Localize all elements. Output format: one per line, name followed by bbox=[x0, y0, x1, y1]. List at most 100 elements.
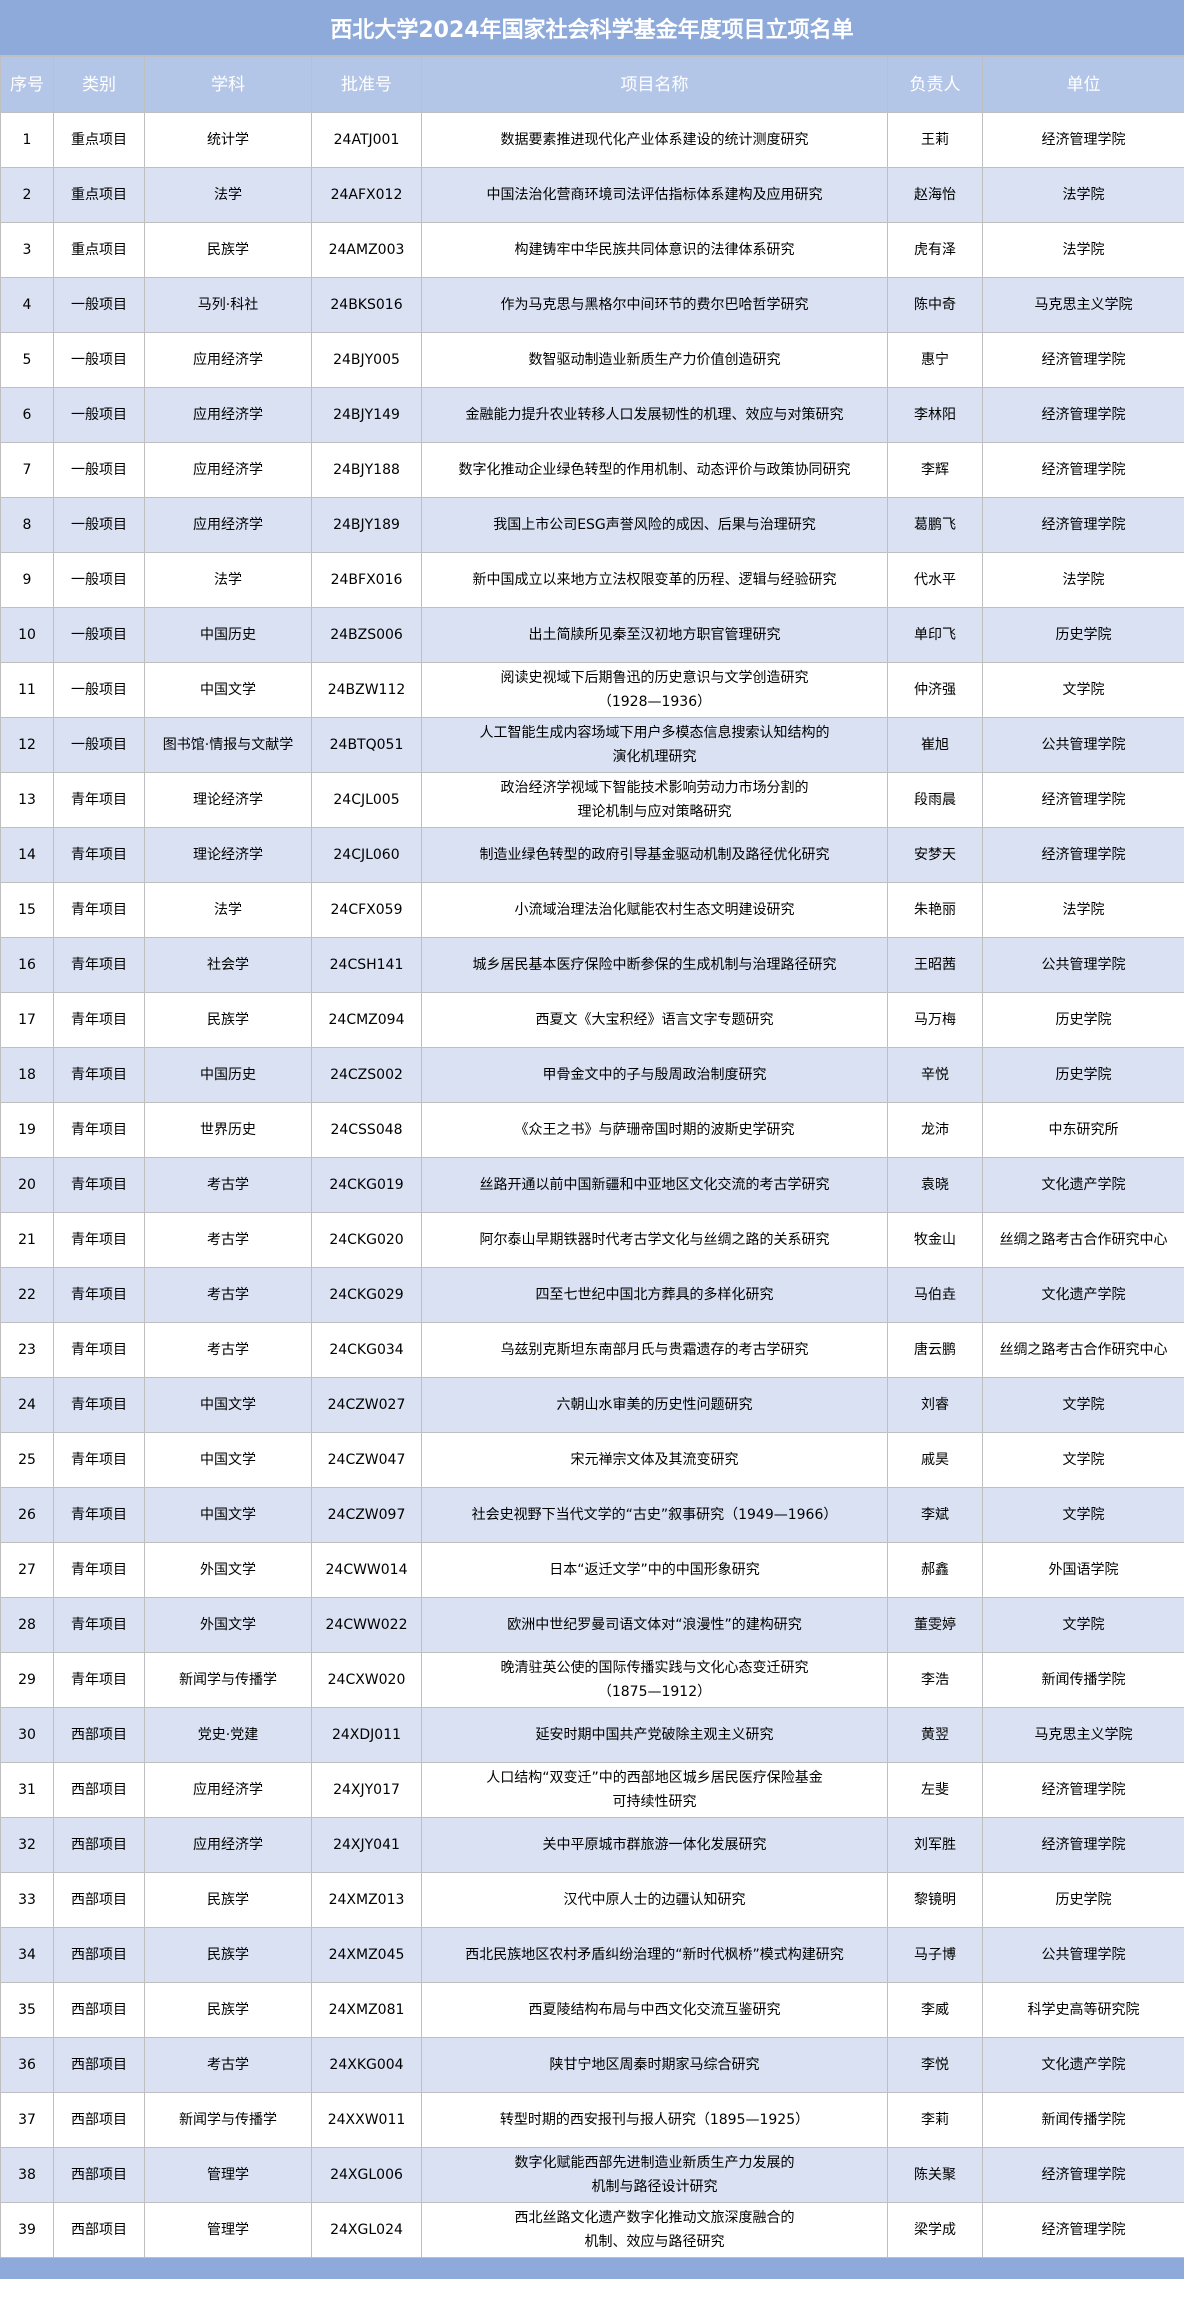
cell-category: 西部项目 bbox=[53, 1927, 145, 1983]
cell-project-name: 新中国成立以来地方立法权限变革的历程、逻辑与经验研究 bbox=[421, 552, 888, 608]
cell-leader: 段雨晨 bbox=[887, 772, 983, 828]
cell-approval-no: 24BKS016 bbox=[311, 277, 422, 333]
cell-project-name: 人工智能生成内容场域下用户多模态信息搜索认知结构的 演化机理研究 bbox=[421, 717, 888, 773]
cell-discipline: 法学 bbox=[144, 882, 312, 938]
cell-project-name: 西北丝路文化遗产数字化推动文旅深度融合的 机制、效应与路径研究 bbox=[421, 2202, 888, 2258]
table-row: 18 青年项目 中国历史 24CZS002 甲骨金文中的子与殷周政治制度研究 辛悦 历史学院 bbox=[0, 1047, 1184, 1103]
cell-leader: 虎有泽 bbox=[887, 222, 983, 278]
table-row: 31 西部项目 应用经济学 24XJY017 人口结构“双变迁”中的西部地区城乡居民医疗… bbox=[0, 1762, 1184, 1818]
cell-unit: 公共管理学院 bbox=[982, 1927, 1184, 1983]
cell-index: 16 bbox=[0, 937, 54, 993]
cell-project-name: 出土简牍所见秦至汉初地方职官管理研究 bbox=[421, 607, 888, 663]
cell-category: 西部项目 bbox=[53, 2147, 145, 2203]
cell-leader: 董雯婷 bbox=[887, 1597, 983, 1653]
cell-leader: 马伯垚 bbox=[887, 1267, 983, 1323]
cell-discipline: 法学 bbox=[144, 167, 312, 223]
cell-unit: 经济管理学院 bbox=[982, 387, 1184, 443]
cell-unit: 文化遗产学院 bbox=[982, 2037, 1184, 2093]
cell-leader: 左斐 bbox=[887, 1762, 983, 1818]
cell-unit: 马克思主义学院 bbox=[982, 1707, 1184, 1763]
cell-index: 33 bbox=[0, 1872, 54, 1928]
cell-index: 34 bbox=[0, 1927, 54, 1983]
table-row: 28 青年项目 外国文学 24CWW022 欧洲中世纪罗曼司语文体对“浪漫性”的建构研究… bbox=[0, 1597, 1184, 1653]
cell-discipline: 统计学 bbox=[144, 112, 312, 168]
cell-category: 青年项目 bbox=[53, 772, 145, 828]
cell-index: 39 bbox=[0, 2202, 54, 2258]
cell-project-name: 《众王之书》与萨珊帝国时期的波斯史学研究 bbox=[421, 1102, 888, 1158]
cell-index: 27 bbox=[0, 1542, 54, 1598]
cell-index: 20 bbox=[0, 1157, 54, 1213]
cell-unit: 历史学院 bbox=[982, 992, 1184, 1048]
cell-unit: 文化遗产学院 bbox=[982, 1267, 1184, 1323]
cell-index: 29 bbox=[0, 1652, 54, 1708]
cell-unit: 历史学院 bbox=[982, 607, 1184, 663]
cell-project-name: 甲骨金文中的子与殷周政治制度研究 bbox=[421, 1047, 888, 1103]
table-row: 26 青年项目 中国文学 24CZW097 社会史视野下当代文学的“古史”叙事研究（19… bbox=[0, 1487, 1184, 1543]
cell-project-name: 作为马克思与黑格尔中间环节的费尔巴哈哲学研究 bbox=[421, 277, 888, 333]
cell-approval-no: 24CZS002 bbox=[311, 1047, 422, 1103]
cell-unit: 新闻传播学院 bbox=[982, 1652, 1184, 1708]
cell-index: 17 bbox=[0, 992, 54, 1048]
cell-category: 西部项目 bbox=[53, 1982, 145, 2038]
cell-category: 一般项目 bbox=[53, 662, 145, 718]
cell-index: 10 bbox=[0, 607, 54, 663]
cell-index: 35 bbox=[0, 1982, 54, 2038]
cell-category: 西部项目 bbox=[53, 1817, 145, 1873]
cell-approval-no: 24CWW022 bbox=[311, 1597, 422, 1653]
cell-discipline: 民族学 bbox=[144, 1872, 312, 1928]
table-row: 33 西部项目 民族学 24XMZ013 汉代中原人士的边疆认知研究 黎镜明 历史学院 bbox=[0, 1872, 1184, 1928]
table-row: 19 青年项目 世界历史 24CSS048 《众王之书》与萨珊帝国时期的波斯史学研究 龙沛… bbox=[0, 1102, 1184, 1158]
cell-discipline: 管理学 bbox=[144, 2202, 312, 2258]
cell-discipline: 民族学 bbox=[144, 1982, 312, 2038]
cell-unit: 法学院 bbox=[982, 882, 1184, 938]
cell-discipline: 管理学 bbox=[144, 2147, 312, 2203]
cell-category: 青年项目 bbox=[53, 1597, 145, 1653]
cell-category: 青年项目 bbox=[53, 1157, 145, 1213]
cell-unit: 公共管理学院 bbox=[982, 937, 1184, 993]
cell-leader: 黎镜明 bbox=[887, 1872, 983, 1928]
cell-leader: 梁学成 bbox=[887, 2202, 983, 2258]
cell-approval-no: 24CSH141 bbox=[311, 937, 422, 993]
cell-category: 青年项目 bbox=[53, 1652, 145, 1708]
cell-leader: 黄翌 bbox=[887, 1707, 983, 1763]
cell-leader: 陈关聚 bbox=[887, 2147, 983, 2203]
cell-unit: 法学院 bbox=[982, 222, 1184, 278]
cell-category: 青年项目 bbox=[53, 1377, 145, 1433]
cell-index: 22 bbox=[0, 1267, 54, 1323]
cell-category: 一般项目 bbox=[53, 332, 145, 388]
cell-approval-no: 24XXW011 bbox=[311, 2092, 422, 2148]
cell-leader: 惠宁 bbox=[887, 332, 983, 388]
cell-index: 15 bbox=[0, 882, 54, 938]
table-row: 15 青年项目 法学 24CFX059 小流域治理法治化赋能农村生态文明建设研究 朱艳丽法… bbox=[0, 882, 1184, 938]
cell-discipline: 中国文学 bbox=[144, 662, 312, 718]
cell-unit: 经济管理学院 bbox=[982, 2147, 1184, 2203]
cell-unit: 外国语学院 bbox=[982, 1542, 1184, 1598]
cell-discipline: 理论经济学 bbox=[144, 772, 312, 828]
cell-index: 13 bbox=[0, 772, 54, 828]
cell-discipline: 应用经济学 bbox=[144, 332, 312, 388]
cell-index: 38 bbox=[0, 2147, 54, 2203]
cell-category: 西部项目 bbox=[53, 1872, 145, 1928]
cell-category: 重点项目 bbox=[53, 112, 145, 168]
cell-project-name: 四至七世纪中国北方葬具的多样化研究 bbox=[421, 1267, 888, 1323]
cell-project-name: 陕甘宁地区周秦时期家马综合研究 bbox=[421, 2037, 888, 2093]
cell-index: 21 bbox=[0, 1212, 54, 1268]
cell-leader: 马子博 bbox=[887, 1927, 983, 1983]
cell-unit: 经济管理学院 bbox=[982, 497, 1184, 553]
cell-index: 4 bbox=[0, 277, 54, 333]
cell-category: 西部项目 bbox=[53, 2037, 145, 2093]
cell-index: 2 bbox=[0, 167, 54, 223]
cell-approval-no: 24CSS048 bbox=[311, 1102, 422, 1158]
cell-project-name: 人口结构“双变迁”中的西部地区城乡居民医疗保险基金 可持续性研究 bbox=[421, 1762, 888, 1818]
cell-index: 36 bbox=[0, 2037, 54, 2093]
cell-index: 6 bbox=[0, 387, 54, 443]
cell-leader: 戚昊 bbox=[887, 1432, 983, 1488]
cell-discipline: 法学 bbox=[144, 552, 312, 608]
cell-discipline: 党史·党建 bbox=[144, 1707, 312, 1763]
cell-category: 重点项目 bbox=[53, 167, 145, 223]
page-title: 西北大学2024年国家社会科学基金年度项目立项名单 bbox=[0, 0, 1184, 56]
cell-leader: 李浩 bbox=[887, 1652, 983, 1708]
table-row: 25 青年项目 中国文学 24CZW047 宋元禅宗文体及其流变研究 戚昊 文学院 bbox=[0, 1432, 1184, 1488]
table-row: 23 青年项目 考古学 24CKG034 乌兹别克斯坦东南部月氏与贵霜遗存的考古学研究唐… bbox=[0, 1322, 1184, 1378]
cell-category: 重点项目 bbox=[53, 222, 145, 278]
